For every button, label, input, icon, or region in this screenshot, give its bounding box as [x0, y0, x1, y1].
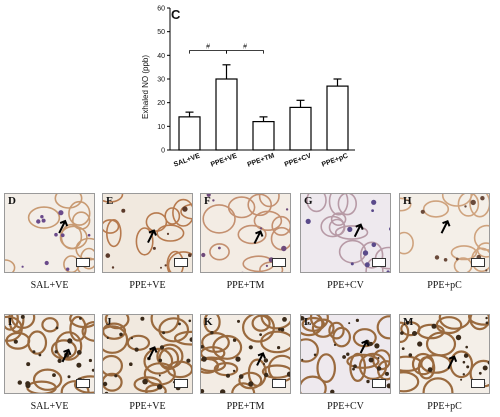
micrograph-i: I — [4, 314, 95, 394]
bar-chart: C Exhaled NO (ppb) 0 10 20 30 40 50 60 SAL+VE P… — [141, 6, 355, 169]
arrow-icon — [58, 219, 69, 234]
caption-i: SAL+VE — [30, 401, 69, 412]
caption-m: PPE+pC — [427, 401, 462, 412]
y-tick-label: 20 — [157, 100, 165, 107]
significance-marker: # — [206, 44, 210, 51]
tissue-image — [400, 194, 489, 272]
micrograph-j: J — [102, 314, 193, 394]
micrograph-k: K — [200, 314, 291, 394]
panel-label-c: C — [171, 7, 181, 22]
caption-g: PPE+CV — [327, 280, 364, 291]
x-tick-label: PPE+TM — [247, 152, 276, 168]
scale-bar — [272, 379, 286, 388]
scale-bar — [174, 379, 188, 388]
panel-letter: M — [403, 316, 414, 328]
x-tick-label: SAL+VE — [173, 153, 201, 169]
significance-marker: # — [243, 44, 247, 51]
x-tick-label: PPE+CV — [284, 152, 313, 168]
micrograph-f: F — [200, 193, 291, 273]
bar-ppe-tm — [252, 120, 275, 151]
x-tick-label: PPE+pC — [321, 153, 349, 169]
caption-j: PPE+VE — [129, 401, 166, 412]
panel-letter: G — [304, 195, 313, 207]
tissue-image — [103, 194, 192, 272]
caption-l: PPE+CV — [327, 401, 364, 412]
micrograph-e: E — [102, 193, 193, 273]
scale-bar — [471, 379, 485, 388]
bar-ppe-pc — [326, 85, 349, 151]
arrow-icon — [256, 352, 266, 366]
micrograph-h: H — [399, 193, 490, 273]
bar-sal-ve — [178, 116, 201, 151]
panel-letter: F — [204, 195, 211, 207]
scale-bar — [76, 379, 90, 388]
arrow-icon — [61, 348, 72, 363]
bar-ppe-ve — [215, 78, 238, 151]
significance-bracket — [226, 50, 264, 54]
tissue-image — [301, 315, 390, 393]
scale-bar — [372, 379, 386, 388]
significance-bracket — [189, 50, 227, 54]
x-tick-label: PPE+VE — [210, 152, 238, 168]
y-axis-label: Exhaled NO (ppb) — [141, 55, 150, 119]
caption-h: PPE+pC — [427, 280, 462, 291]
arrow-icon — [253, 230, 264, 244]
y-tick-label: 60 — [157, 6, 165, 13]
y-tick-label: 40 — [157, 53, 165, 60]
arrow-icon — [447, 355, 458, 370]
y-tick-label: 10 — [157, 124, 165, 131]
arrow-icon — [147, 346, 158, 360]
scale-bar — [372, 258, 386, 267]
caption-d: SAL+VE — [30, 280, 69, 291]
arrow-icon — [147, 229, 157, 244]
scale-bar — [471, 258, 485, 267]
y-tick-label: 50 — [157, 29, 165, 36]
panel-letter: D — [8, 195, 16, 207]
micrograph-g: G — [300, 193, 391, 273]
scale-bar — [76, 258, 90, 267]
panel-letter: H — [403, 195, 412, 207]
panel-letter: J — [106, 316, 112, 328]
scale-bar — [272, 258, 286, 267]
caption-k: PPE+TM — [226, 401, 265, 412]
panel-letter: I — [8, 316, 13, 328]
micrograph-l: L — [300, 314, 391, 394]
y-tick-label: 30 — [157, 77, 165, 84]
micrograph-m: M — [399, 314, 490, 394]
scale-bar — [174, 258, 188, 267]
panel-letter: K — [204, 316, 213, 328]
arrow-icon — [353, 223, 364, 238]
arrow-icon — [440, 219, 451, 234]
bar-ppe-cv — [289, 106, 312, 151]
caption-e: PPE+VE — [129, 280, 166, 291]
panel-letter: E — [106, 195, 114, 207]
panel-letter: L — [304, 316, 312, 328]
y-tick-label: 0 — [161, 148, 165, 155]
arrow-icon — [359, 339, 370, 354]
micrograph-d: D — [4, 193, 95, 273]
caption-f: PPE+TM — [226, 280, 265, 291]
